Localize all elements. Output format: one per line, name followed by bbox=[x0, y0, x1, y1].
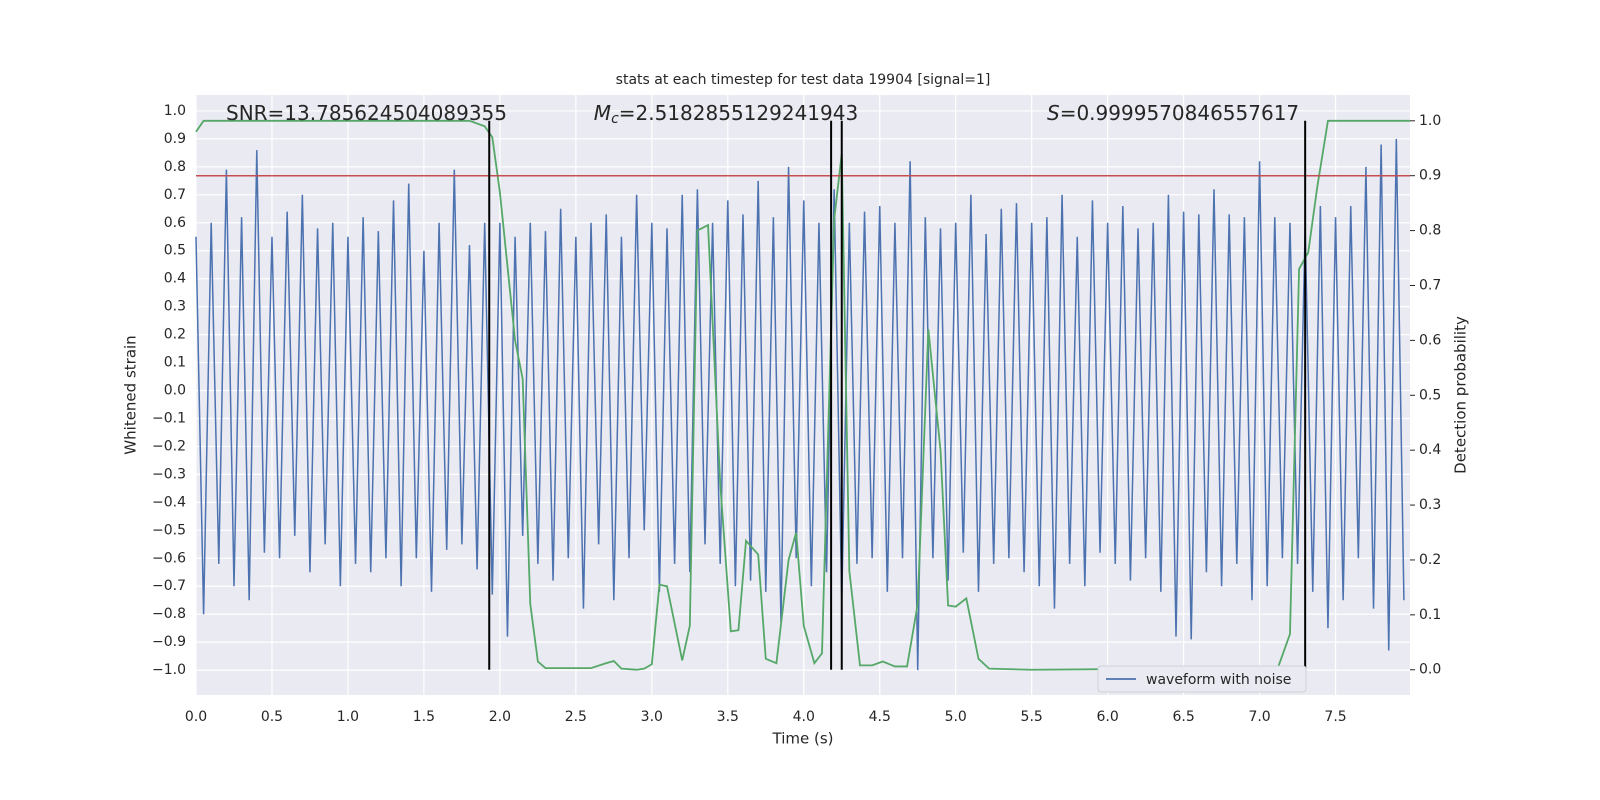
annotation-symbol: S bbox=[1047, 101, 1060, 125]
y-tick-label: −0.6 bbox=[152, 550, 186, 566]
y-tick-label: 0.7 bbox=[164, 187, 186, 203]
y2-tick-label: 0.8 bbox=[1419, 223, 1441, 239]
y-tick-label: 0.9 bbox=[164, 131, 186, 147]
y2-tick-label: 0.0 bbox=[1419, 662, 1441, 678]
legend-box bbox=[1097, 665, 1307, 693]
y2-tick-label: 0.6 bbox=[1419, 332, 1441, 348]
annotation: Mc=2.5182855129241943 bbox=[594, 101, 858, 128]
y-tick-label: −0.8 bbox=[152, 606, 186, 622]
legend-label: waveform with noise bbox=[1146, 672, 1291, 688]
x-tick-label: 2.5 bbox=[565, 709, 587, 725]
y-tick-label: −0.1 bbox=[152, 410, 186, 426]
x-tick-label: 7.5 bbox=[1324, 709, 1346, 725]
x-tick-label: 6.0 bbox=[1097, 709, 1119, 725]
annotation-text: SNR=13.785624504089355 bbox=[226, 101, 507, 125]
x-axis-label: Time (s) bbox=[772, 730, 834, 748]
chart-title: stats at each timestep for test data 199… bbox=[616, 72, 991, 88]
x-tick-label: 0.0 bbox=[185, 709, 207, 725]
annotation: SNR=13.785624504089355 bbox=[226, 101, 507, 125]
y2-tick-label: 0.4 bbox=[1419, 442, 1441, 458]
plot-area bbox=[196, 95, 1410, 695]
y-tick-label: 1.0 bbox=[164, 103, 186, 119]
annotation: S=0.9999570846557617 bbox=[1047, 101, 1299, 125]
y2-tick-label: 0.3 bbox=[1419, 497, 1441, 513]
y-tick-label: −0.2 bbox=[152, 438, 186, 454]
y-tick-label: 0.8 bbox=[164, 159, 186, 175]
y-tick-label: −0.9 bbox=[152, 634, 186, 650]
annotation-symbol: M bbox=[594, 101, 611, 125]
x-tick-label: 3.5 bbox=[717, 709, 739, 725]
y-tick-label: −0.3 bbox=[152, 466, 186, 482]
annotation-text: =0.9999570846557617 bbox=[1060, 101, 1299, 125]
x-tick-label: 2.0 bbox=[489, 709, 511, 725]
x-tick-label: 6.5 bbox=[1172, 709, 1194, 725]
y2-tick-label: 0.2 bbox=[1419, 552, 1441, 568]
data-line bbox=[195, 138, 1405, 671]
x-tick-label: 5.5 bbox=[1021, 709, 1043, 725]
x-tick-label: 1.0 bbox=[337, 709, 359, 725]
y2-tick-label: 0.9 bbox=[1419, 168, 1441, 184]
y-tick-label: 0.3 bbox=[164, 299, 186, 315]
y2-axis-label: Detection probability bbox=[1452, 316, 1470, 474]
y-tick-label: 0.0 bbox=[164, 383, 186, 399]
annotation-subscript: c bbox=[611, 111, 619, 127]
x-tick-label: 5.0 bbox=[945, 709, 967, 725]
x-tick-label: 4.5 bbox=[869, 709, 891, 725]
y2-tick-label: 0.7 bbox=[1419, 277, 1441, 293]
y-tick-label: 0.5 bbox=[164, 243, 186, 259]
x-tick-label: 1.5 bbox=[413, 709, 435, 725]
annotation-text: =2.5182855129241943 bbox=[619, 101, 858, 125]
y-axis-label: Whitened strain bbox=[122, 335, 140, 454]
x-tick-label: 4.0 bbox=[793, 709, 815, 725]
y-tick-label: −0.7 bbox=[152, 578, 186, 594]
y-tick-label: 0.6 bbox=[164, 215, 186, 231]
y-tick-label: −0.4 bbox=[152, 494, 186, 510]
y2-tick-label: 0.5 bbox=[1419, 387, 1441, 403]
x-tick-label: 3.0 bbox=[641, 709, 663, 725]
y-tick-label: 0.4 bbox=[164, 271, 186, 287]
y-tick-label: −0.5 bbox=[152, 522, 186, 538]
y-tick-label: −1.0 bbox=[152, 662, 186, 678]
x-tick-label: 7.0 bbox=[1248, 709, 1270, 725]
x-tick-label: 0.5 bbox=[261, 709, 283, 725]
y2-tick-label: 0.1 bbox=[1419, 607, 1441, 623]
y2-tick-label: 1.0 bbox=[1419, 113, 1441, 129]
y-tick-label: 0.2 bbox=[164, 327, 186, 343]
y-tick-label: 0.1 bbox=[164, 355, 186, 371]
